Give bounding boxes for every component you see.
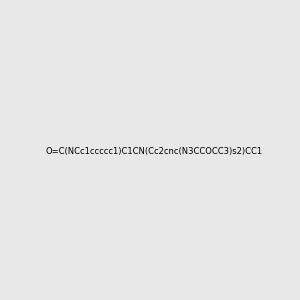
Text: O=C(NCc1ccccc1)C1CN(Cc2cnc(N3CCOCC3)s2)CC1: O=C(NCc1ccccc1)C1CN(Cc2cnc(N3CCOCC3)s2)C… bbox=[45, 147, 262, 156]
